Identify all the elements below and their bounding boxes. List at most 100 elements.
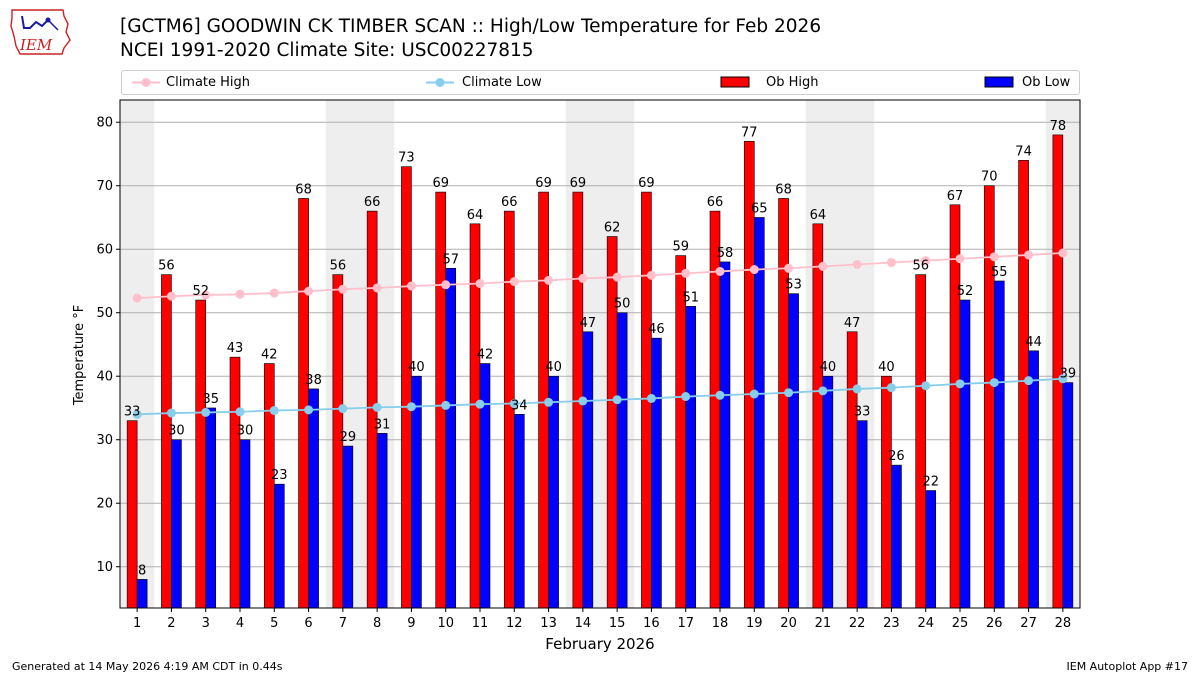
ob-low-label-day-23: 26 — [888, 449, 905, 464]
legend-item-climate-low: Climate Low — [424, 74, 542, 91]
ob-low-label-day-10: 57 — [442, 252, 459, 267]
y-tick-label-70: 70 — [96, 179, 113, 194]
ob-low-label-day-9: 40 — [408, 360, 425, 375]
climate-high-point-day-6 — [304, 286, 314, 296]
ob-low-label-day-6: 38 — [305, 373, 322, 388]
ob-low-label-day-14: 47 — [580, 316, 597, 331]
climate-low-line — [137, 377, 1063, 416]
x-tick-label-20: 20 — [780, 616, 797, 631]
climate-low-point-day-13 — [544, 397, 554, 407]
x-tick-label-1: 1 — [133, 616, 141, 631]
ob-low-bar-day-28 — [1062, 382, 1074, 609]
climate-high-point-day-5 — [269, 288, 279, 298]
ob-low-bar-day-19 — [753, 217, 765, 609]
climate-low-point-day-5 — [269, 406, 279, 416]
climate-high-point-day-19 — [749, 265, 759, 275]
ob-high-bar-day-15 — [606, 236, 618, 609]
ob-high-bar-day-3 — [195, 299, 207, 609]
ob-high-bar-day-4 — [229, 356, 241, 609]
ob-high-bar-day-22 — [846, 331, 858, 609]
x-tick-label-2: 2 — [167, 616, 175, 631]
ob-high-bar-day-24 — [915, 274, 927, 609]
climate-high-point-day-15 — [612, 272, 622, 282]
climate-high-line-icon — [132, 78, 160, 87]
y-tick-label-30: 30 — [96, 433, 113, 448]
climate-low-point-day-3 — [201, 407, 211, 417]
climate-high-point-day-9 — [406, 281, 416, 291]
ob-low-bar-day-2 — [171, 439, 182, 609]
ob-high-label-day-20: 68 — [775, 182, 792, 197]
ob-low-label-day-20: 53 — [785, 278, 802, 293]
ob-low-label-day-24: 22 — [922, 475, 939, 490]
ob-high-label-day-11: 64 — [467, 208, 484, 223]
x-tick-label-21: 21 — [815, 616, 832, 631]
ob-low-bar-day-5 — [273, 483, 285, 609]
x-tick-label-23: 23 — [883, 616, 900, 631]
climate-high-point-day-14 — [578, 273, 588, 283]
climate-high-point-day-26 — [989, 252, 999, 262]
ob-low-bar-day-12 — [513, 414, 525, 609]
x-tick-label-19: 19 — [746, 616, 763, 631]
ob-low-bar-day-24 — [925, 490, 937, 609]
y-tick-label-10: 10 — [96, 560, 113, 575]
ob-high-label-day-18: 66 — [707, 195, 724, 210]
x-tick-label-6: 6 — [304, 616, 312, 631]
climate-high-point-day-1 — [132, 293, 142, 303]
climate-high-point-day-2 — [166, 291, 176, 301]
ob-low-label-day-18: 58 — [717, 246, 734, 261]
climate-low-point-day-21 — [818, 386, 828, 396]
climate-low-point-day-18 — [715, 390, 725, 400]
climate-low-point-day-26 — [989, 378, 999, 388]
climate-low-point-day-10 — [441, 400, 451, 410]
climate-high-point-day-17 — [681, 268, 691, 278]
ob-high-bar-day-17 — [675, 255, 687, 609]
ob-low-bar-day-8 — [376, 433, 388, 609]
climate-low-point-day-11 — [475, 399, 485, 409]
ob-high-label-day-24: 56 — [912, 259, 929, 274]
ob-high-label-day-5: 42 — [261, 348, 278, 363]
ob-low-bar-day-4 — [239, 439, 251, 609]
x-tick-label-3: 3 — [202, 616, 210, 631]
climate-low-point-day-22 — [852, 384, 862, 394]
climate-low-point-day-14 — [578, 396, 588, 406]
ob-high-label-day-23: 40 — [878, 360, 895, 375]
climate-high-point-day-24 — [921, 256, 931, 266]
ob-low-label-day-12: 34 — [511, 398, 528, 413]
ob-high-label-day-4: 43 — [227, 341, 244, 356]
ob-low-label-day-25: 52 — [957, 284, 974, 299]
climate-high-point-day-27 — [1024, 250, 1034, 260]
climate-low-point-day-12 — [509, 399, 519, 409]
ob-low-label-day-4: 30 — [237, 424, 254, 439]
ob-low-label-day-26: 55 — [991, 265, 1008, 280]
svg-text:IEM: IEM — [19, 36, 53, 54]
climate-low-point-day-2 — [166, 408, 176, 418]
ob-high-label-day-21: 64 — [810, 208, 827, 223]
climate-low-point-day-15 — [612, 395, 622, 405]
climate-high-point-day-20 — [784, 263, 794, 273]
climate-high-point-day-22 — [852, 259, 862, 269]
ob-high-bar-day-26 — [983, 185, 995, 609]
ob-low-bar-day-10 — [445, 267, 457, 609]
legend-item-ob-high: Ob High — [720, 74, 819, 91]
ob-high-bar-day-2 — [161, 274, 172, 609]
climate-high-point-day-11 — [475, 279, 485, 289]
ob-high-bar-day-5 — [263, 363, 275, 609]
ob-high-label-day-14: 69 — [570, 176, 587, 191]
station-icon — [21, 15, 49, 29]
climate-low-point-day-20 — [784, 388, 794, 398]
ob-high-bar-day-25 — [949, 204, 961, 609]
climate-low-point-day-17 — [681, 392, 691, 402]
climate-low-point-day-27 — [1024, 376, 1034, 386]
ob-low-label-day-3: 35 — [202, 392, 219, 407]
ob-high-bar-day-1 — [126, 420, 138, 609]
climate-high-point-day-7 — [338, 284, 348, 294]
ob-high-label-day-9: 73 — [398, 151, 415, 166]
x-tick-label-8: 8 — [373, 616, 381, 631]
chart-subtitle: NCEI 1991-2020 Climate Site: USC00227815 — [120, 40, 534, 61]
climate-high-point-day-23 — [886, 258, 896, 268]
climate-high-point-day-25 — [955, 254, 965, 264]
app-note: IEM Autoplot App #17 — [1066, 660, 1189, 673]
ob-low-bar-day-9 — [411, 375, 422, 609]
ob-low-bar-day-20 — [788, 293, 799, 609]
ob-low-label-day-15: 50 — [614, 297, 631, 312]
